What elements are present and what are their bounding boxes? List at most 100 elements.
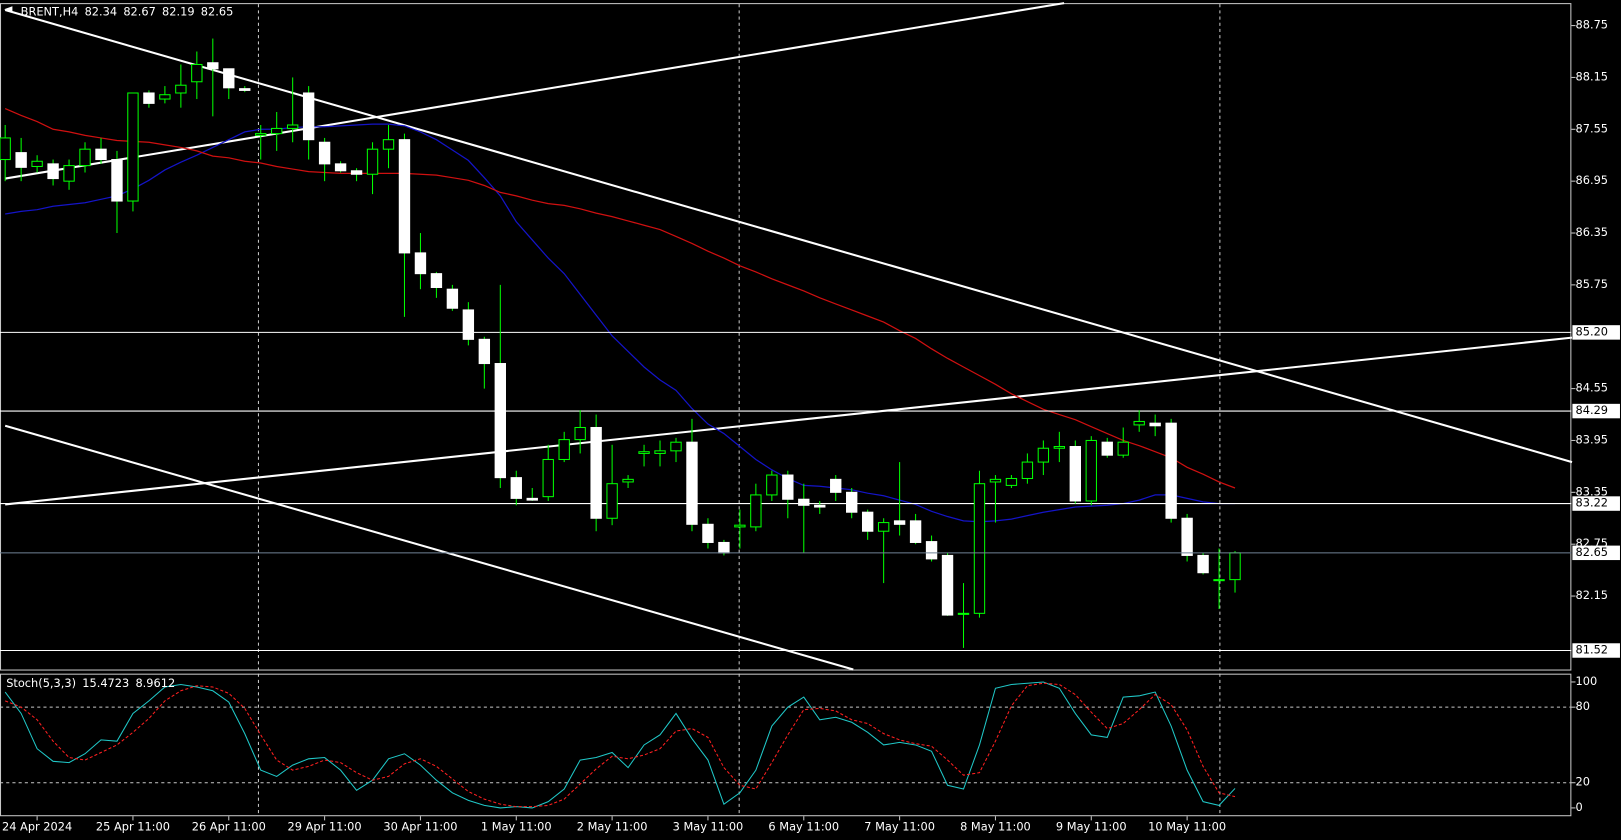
candle-body bbox=[31, 160, 43, 167]
candle-body bbox=[654, 450, 666, 454]
y-tick-label: 87.55 bbox=[1576, 121, 1609, 135]
candle-body bbox=[47, 163, 59, 180]
candle-body bbox=[127, 92, 139, 202]
level-label: 81.52 bbox=[1576, 643, 1609, 657]
candle-body bbox=[670, 441, 682, 452]
x-tick-label: 9 May 11:00 bbox=[1056, 820, 1127, 834]
x-tick-label: 24 Apr 2024 bbox=[2, 820, 72, 834]
moving-average bbox=[4, 107, 1236, 489]
candle-body bbox=[382, 139, 395, 150]
candle-body bbox=[830, 478, 842, 493]
stoch-main-value: 15.4723 bbox=[82, 676, 129, 690]
stoch-line bbox=[4, 682, 1236, 808]
candle-body bbox=[223, 68, 235, 89]
indicator-name: Stoch(5,3,3) bbox=[6, 676, 76, 690]
level-label: 83.22 bbox=[1576, 496, 1609, 510]
candle-body bbox=[861, 511, 874, 532]
candle-body bbox=[750, 494, 762, 528]
stoch-panel-frame bbox=[0, 673, 1572, 817]
candle-body bbox=[1021, 461, 1034, 480]
candle-body bbox=[143, 92, 155, 104]
candle-body bbox=[893, 520, 906, 525]
y-tick-label: 0 bbox=[1576, 800, 1583, 814]
candle-body bbox=[239, 88, 251, 91]
x-tick-label: 26 Apr 11:00 bbox=[192, 820, 266, 834]
candle-body bbox=[414, 252, 427, 275]
candle-body bbox=[989, 478, 1002, 483]
candle-body bbox=[846, 491, 858, 513]
candle-body bbox=[814, 504, 826, 508]
bid-label-box bbox=[1572, 545, 1620, 561]
candle-body bbox=[1181, 517, 1193, 556]
candle-body bbox=[973, 483, 986, 614]
candle-body bbox=[207, 62, 219, 70]
candle-body bbox=[574, 426, 586, 441]
candle-body bbox=[478, 338, 491, 365]
candle-body bbox=[191, 63, 203, 83]
candle-body bbox=[430, 273, 443, 288]
candle-body bbox=[446, 288, 459, 309]
candle-body bbox=[558, 439, 570, 460]
candle-body bbox=[271, 127, 283, 135]
candle-body bbox=[718, 541, 730, 554]
candle-body bbox=[1197, 554, 1209, 574]
candle-body bbox=[909, 520, 922, 543]
chart-header: BRENT,H4 82.34 82.67 82.19 82.65 bbox=[21, 4, 234, 18]
stoch-signal-value: 8.9612 bbox=[135, 676, 175, 690]
level-label-box bbox=[1572, 325, 1620, 340]
candle-body bbox=[1133, 420, 1145, 426]
y-tick-label: 82.15 bbox=[1576, 588, 1609, 602]
candle-body bbox=[494, 363, 506, 479]
candle-body bbox=[79, 148, 91, 167]
plot-marks bbox=[0, 2, 1573, 809]
level-label: 85.20 bbox=[1576, 324, 1609, 338]
x-tick-label: 25 Apr 11:00 bbox=[96, 820, 170, 834]
trendline bbox=[4, 424, 854, 671]
y-tick-label: 100 bbox=[1576, 674, 1598, 688]
y-tick-label: 80 bbox=[1576, 699, 1590, 713]
candle-body bbox=[1165, 422, 1177, 519]
candle-body bbox=[255, 133, 267, 136]
y-tick-label: 85.75 bbox=[1576, 277, 1609, 291]
x-tick-label: 2 May 11:00 bbox=[577, 820, 648, 834]
candle-body bbox=[334, 163, 347, 172]
y-tick-label: 83.95 bbox=[1576, 432, 1609, 446]
candle-body bbox=[286, 124, 299, 129]
x-tick-label: 7 May 11:00 bbox=[864, 820, 935, 834]
open-value: 82.34 bbox=[85, 4, 118, 18]
candle-body bbox=[1069, 445, 1081, 502]
symbol: BRENT,H4 bbox=[21, 4, 79, 18]
low-value: 82.19 bbox=[162, 4, 195, 18]
bid-label: 82.65 bbox=[1576, 545, 1609, 559]
candle-body bbox=[111, 159, 123, 202]
y-tick-label: 86.35 bbox=[1576, 225, 1609, 239]
level-label-box bbox=[1572, 403, 1620, 419]
candle-body bbox=[702, 523, 714, 543]
candle-body bbox=[1053, 445, 1066, 449]
candle-body bbox=[590, 426, 602, 519]
candle-body bbox=[782, 474, 794, 500]
candle-body bbox=[638, 451, 650, 454]
candle-body bbox=[302, 92, 315, 141]
stoch-header: Stoch(5,3,3) 15.4723 8.9612 bbox=[6, 676, 175, 690]
candle-body bbox=[1101, 441, 1113, 456]
candle-body bbox=[1117, 441, 1129, 456]
candle-body bbox=[350, 170, 363, 175]
candle-body bbox=[510, 477, 522, 499]
x-tick-label: 29 Apr 11:00 bbox=[288, 820, 362, 834]
candle-body bbox=[1149, 422, 1161, 427]
candle-body bbox=[686, 441, 698, 525]
candle-body bbox=[957, 612, 970, 615]
candle-body bbox=[734, 524, 746, 528]
level-label-box bbox=[1572, 496, 1620, 511]
candle-body bbox=[366, 148, 379, 175]
x-tick-label: 3 May 11:00 bbox=[673, 820, 744, 834]
candle-body bbox=[622, 478, 634, 483]
candle-body bbox=[877, 522, 890, 532]
trendline bbox=[5, 336, 1573, 506]
candle-body bbox=[1229, 552, 1241, 581]
stoch-line bbox=[4, 681, 1236, 809]
symbol-icon bbox=[4, 6, 13, 13]
